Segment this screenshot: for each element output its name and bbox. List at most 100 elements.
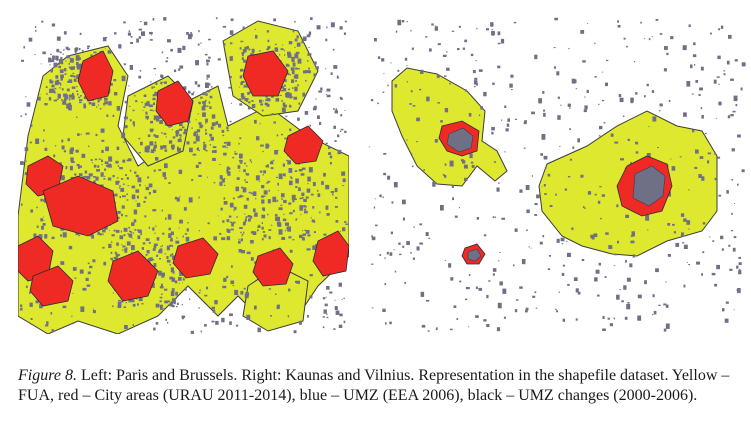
umz-patch: [250, 240, 254, 244]
umz-patch: [149, 109, 153, 111]
umz-patch: [344, 110, 346, 111]
umz-patch: [222, 285, 227, 289]
umz-patch: [161, 293, 163, 295]
umz-patch: [323, 309, 327, 314]
umz-patch: [202, 92, 206, 96]
umz-patch: [238, 240, 241, 244]
umz-patch: [584, 207, 586, 209]
umz-patch: [277, 190, 279, 191]
umz-patch: [123, 306, 126, 308]
umz-patch: [212, 146, 217, 149]
umz-patch: [617, 25, 621, 28]
umz-patch: [561, 272, 565, 276]
umz-patch: [153, 263, 157, 268]
umz-layer: [368, 17, 746, 332]
umz-patch: [160, 306, 163, 310]
umz-patch: [283, 199, 287, 204]
umz-patch: [25, 152, 27, 154]
umz-patch: [229, 202, 234, 208]
umz-patch: [93, 51, 97, 54]
umz-patch: [171, 271, 173, 273]
umz-patch: [731, 148, 735, 152]
umz-patch: [101, 149, 104, 153]
umz-patch: [215, 121, 219, 125]
umz-patch: [160, 145, 163, 150]
umz-patch: [584, 105, 588, 110]
umz-patch: [499, 281, 503, 286]
umz-patch: [601, 194, 605, 197]
umz-patch: [621, 300, 624, 303]
city-area: [172, 237, 219, 279]
umz-patch: [223, 184, 226, 186]
umz-patch: [497, 65, 501, 69]
umz-patch: [671, 166, 676, 171]
umz-patch: [315, 98, 317, 100]
umz-patch: [202, 104, 206, 107]
umz-patch: [74, 277, 77, 279]
umz-patch: [305, 196, 309, 199]
umz-patch: [244, 162, 246, 165]
umz-patch: [231, 222, 234, 227]
umz-patch: [35, 300, 39, 304]
umz-patch: [602, 315, 605, 319]
umz-patch: [66, 103, 70, 109]
umz-patch: [598, 135, 601, 137]
umz-patch: [284, 79, 287, 83]
umz-patch: [538, 98, 542, 104]
umz-patch: [261, 195, 264, 198]
umz-patch: [260, 103, 264, 106]
umz-patch: [124, 100, 127, 104]
umz-patch: [291, 79, 295, 83]
umz-patch: [658, 110, 661, 112]
umz-patch: [54, 92, 57, 94]
umz-patch: [542, 91, 545, 94]
city-area: [252, 247, 294, 287]
umz-patch: [213, 182, 216, 184]
umz-patch: [152, 248, 156, 251]
umz-patch: [214, 150, 217, 153]
umz-patch: [169, 244, 173, 247]
umz-patch: [281, 236, 286, 240]
umz-patch: [130, 41, 133, 44]
umz-patch: [115, 202, 117, 204]
umz-patch: [505, 128, 509, 132]
umz-patch: [60, 56, 63, 60]
umz-patch: [665, 281, 667, 283]
umz-patch: [426, 96, 430, 102]
umz-patch: [212, 150, 215, 153]
umz-patch: [525, 307, 529, 311]
umz-patch: [97, 231, 100, 235]
umz-patch: [40, 198, 43, 202]
umz-patch: [738, 268, 741, 271]
umz-patch: [168, 182, 171, 184]
umz-patch: [626, 303, 631, 310]
umz-patch: [577, 138, 580, 143]
umz-patch: [213, 236, 217, 241]
umz-patch: [61, 99, 63, 101]
umz-patch: [161, 244, 163, 247]
umz-patch: [371, 235, 373, 238]
umz-patch: [263, 190, 268, 195]
umz-patch: [716, 264, 720, 270]
umz-patch: [434, 26, 438, 31]
umz-patch: [155, 157, 159, 161]
umz-patch: [619, 289, 621, 291]
umz-patch: [255, 197, 257, 200]
umz-patch: [146, 150, 150, 153]
umz-patch: [644, 38, 646, 40]
umz-patch: [308, 47, 310, 48]
umz-patch: [102, 37, 107, 42]
umz-patch: [602, 99, 605, 102]
umz-patch: [66, 55, 71, 59]
umz-patch: [283, 213, 285, 215]
umz-patch: [319, 211, 321, 214]
umz-patch: [434, 182, 437, 185]
umz-patch: [88, 145, 90, 147]
umz-patch: [635, 92, 638, 95]
umz-patch: [268, 145, 270, 147]
umz-patch: [100, 172, 104, 177]
umz-patch: [292, 239, 295, 241]
umz-patch: [114, 193, 118, 197]
umz-patch: [306, 188, 311, 193]
umz-patch: [247, 215, 251, 218]
